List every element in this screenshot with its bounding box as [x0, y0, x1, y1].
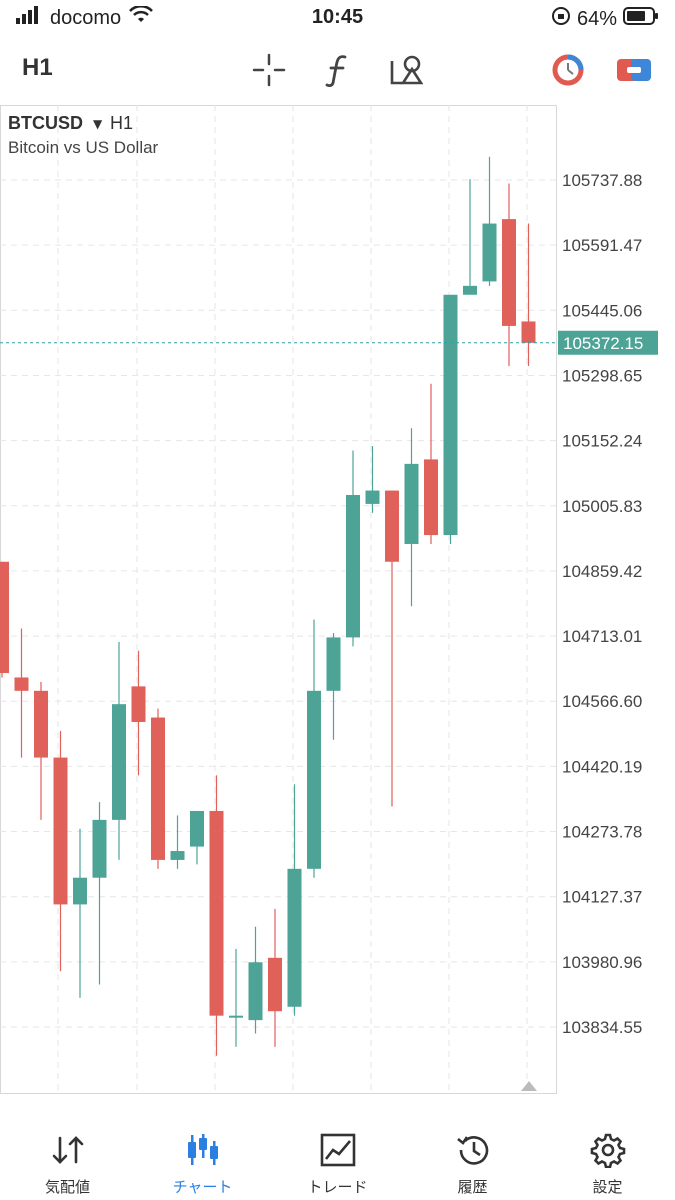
settings-icon — [588, 1130, 628, 1170]
candle-body — [92, 819, 107, 878]
chart-icon — [183, 1130, 223, 1170]
chart-toolbar: H1 — [0, 40, 675, 98]
nav-trade-label: トレード — [307, 1179, 368, 1196]
symbol-dropdown-icon: ▼ — [93, 117, 103, 131]
candle-body — [112, 704, 126, 820]
candle-body — [404, 463, 419, 544]
symbol-description: Bitcoin vs US Dollar — [8, 138, 159, 157]
candle-body — [131, 686, 146, 722]
y-tick-label: 105737.88 — [562, 171, 642, 190]
history-icon — [453, 1130, 493, 1170]
candle-body — [463, 285, 477, 295]
nav-settings[interactable]: 設定 — [540, 1120, 675, 1200]
nav-chart[interactable]: チャート — [135, 1120, 270, 1200]
y-tick-label: 105591.47 — [562, 236, 642, 255]
nav-quotes[interactable]: 気配値 — [0, 1120, 135, 1200]
candle-body — [502, 219, 516, 326]
candle-body — [424, 459, 438, 536]
scroll-end-icon — [521, 1081, 537, 1091]
nav-trade[interactable]: トレード — [270, 1120, 405, 1200]
rotation-lock-icon — [551, 6, 571, 32]
signal-icon — [16, 6, 42, 30]
candle-body — [521, 321, 536, 343]
y-tick-label: 103980.96 — [562, 953, 642, 972]
y-tick-label: 104713.01 — [562, 627, 642, 646]
candle-body — [209, 810, 224, 1016]
bottom-navigation: 気配値 チャート トレード 履歴 設定 — [0, 1120, 675, 1200]
candle-body — [229, 1015, 243, 1018]
timeframe-button[interactable]: H1 — [22, 54, 53, 81]
carrier-name: docomo — [50, 6, 122, 29]
status-time: 10:45 — [311, 6, 364, 28]
one-click-trading-icon[interactable] — [548, 50, 588, 90]
candle-body — [385, 490, 399, 562]
symbol-timeframe: H1 — [110, 113, 133, 133]
status-right: 64% — [551, 6, 659, 32]
y-tick-label: 104420.19 — [562, 757, 642, 776]
nav-history[interactable]: 履歴 — [405, 1120, 540, 1200]
y-tick-label: 105298.65 — [562, 366, 642, 385]
y-tick-label: 104127.37 — [562, 888, 642, 907]
y-tick-label: 104566.60 — [562, 692, 642, 711]
current-price-label: 105372.15 — [563, 334, 643, 353]
wifi-icon — [129, 4, 154, 30]
candle-body — [346, 495, 360, 638]
candle-body — [53, 757, 68, 905]
current-price-label-bg — [558, 330, 658, 355]
y-tick-label: 103834.55 — [562, 1018, 642, 1037]
candle-body — [73, 877, 87, 905]
trade-mode-icon[interactable] — [614, 50, 654, 90]
nav-chart-label: チャート — [172, 1179, 233, 1196]
plot-border — [0, 105, 557, 1094]
candle-body — [287, 868, 302, 1007]
status-bar: docomo 10:45 64% — [0, 0, 675, 36]
battery-icon — [623, 7, 659, 31]
candle-body — [14, 677, 29, 691]
candle-body — [170, 851, 185, 860]
quotes-icon — [48, 1130, 88, 1170]
candle-body — [248, 962, 263, 1021]
function-icon[interactable] — [318, 50, 358, 90]
price-chart[interactable]: 105737.88 105591.47 105445.06 105298.65 1051… — [0, 105, 675, 1117]
nav-quotes-label: 気配値 — [44, 1179, 90, 1196]
battery-percent: 64% — [576, 7, 617, 30]
candle-body — [0, 561, 9, 674]
nav-settings-label: 設定 — [592, 1179, 623, 1196]
candlestick-chart[interactable]: 105737.88 105591.47 105445.06 105298.65 1051… — [0, 105, 675, 1117]
candle-body — [482, 223, 497, 282]
y-tick-label: 105005.83 — [562, 497, 642, 516]
nav-history-label: 履歴 — [457, 1179, 488, 1196]
candle-body — [34, 690, 48, 758]
status-left: docomo — [16, 4, 154, 30]
y-tick-label: 105445.06 — [562, 301, 642, 320]
y-tick-label: 104273.78 — [562, 823, 642, 842]
candle-body — [151, 717, 165, 860]
candle-body — [326, 637, 341, 691]
candle-body — [268, 957, 282, 1012]
candle-body — [190, 810, 204, 847]
y-tick-label: 105152.24 — [562, 432, 642, 451]
candle-body — [443, 294, 458, 536]
crosshair-icon[interactable] — [249, 50, 289, 90]
trade-icon — [318, 1130, 358, 1170]
candle-body — [365, 490, 380, 504]
objects-icon[interactable] — [386, 50, 426, 90]
candle-body — [307, 690, 321, 869]
symbol-name: BTCUSD — [8, 113, 83, 133]
y-tick-label: 104859.42 — [562, 562, 642, 581]
